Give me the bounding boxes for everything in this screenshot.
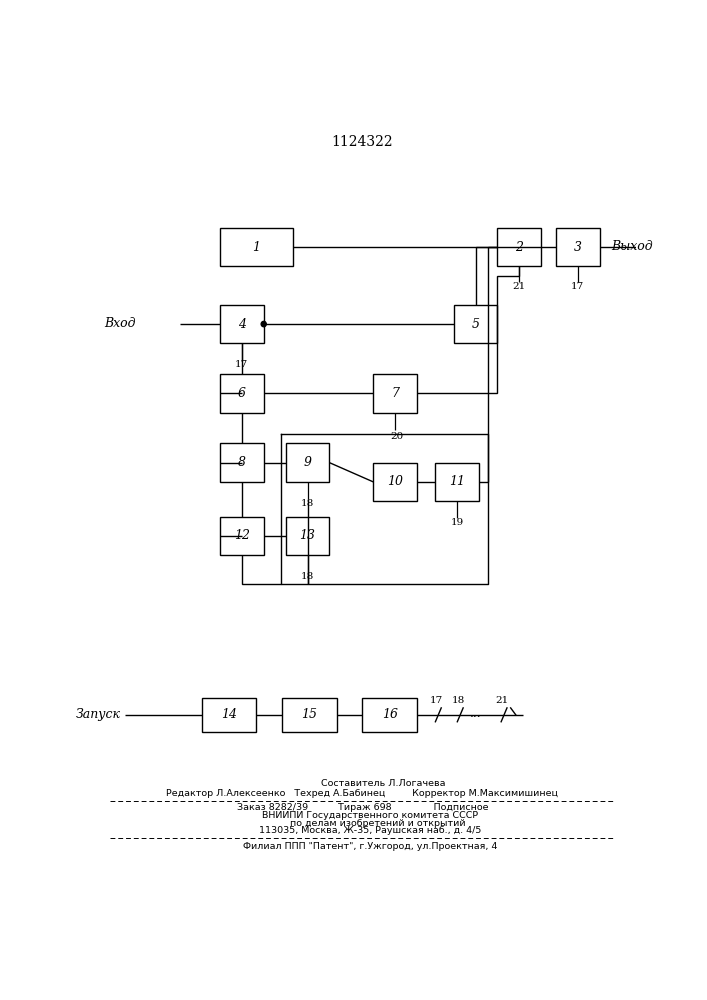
Bar	[220, 305, 264, 343]
Text: ВНИИПИ Государственного комитета СССР: ВНИИПИ Государственного комитета СССР	[247, 811, 478, 820]
Text: по делам изобретений и открытий: по делам изобретений и открытий	[259, 819, 465, 828]
Bar	[282, 698, 337, 732]
Bar	[220, 374, 264, 413]
Text: 13: 13	[300, 529, 315, 542]
Text: 1: 1	[252, 241, 260, 254]
Text: 2: 2	[515, 241, 523, 254]
Text: 17: 17	[235, 360, 248, 369]
Text: 8: 8	[238, 456, 246, 469]
Bar	[454, 305, 498, 343]
Text: 18: 18	[452, 696, 465, 705]
Text: 21: 21	[513, 282, 526, 291]
Text: 113035, Москва, Ж-35, Раушская наб., д. 4/5: 113035, Москва, Ж-35, Раушская наб., д. …	[244, 826, 481, 835]
Bar	[436, 463, 479, 501]
Text: Филиал ППП "Патент", г.Ужгород, ул.Проектная, 4: Филиал ППП "Патент", г.Ужгород, ул.Проек…	[228, 842, 497, 851]
Text: 10: 10	[387, 475, 403, 488]
Bar	[201, 698, 257, 732]
Text: 1124322: 1124322	[332, 135, 393, 149]
Text: Вход: Вход	[105, 317, 136, 330]
Text: 11: 11	[450, 475, 465, 488]
Text: Запуск: Запуск	[76, 708, 122, 721]
Text: 18: 18	[301, 499, 314, 508]
Bar	[286, 517, 329, 555]
Circle shape	[261, 321, 267, 327]
Text: 12: 12	[234, 529, 250, 542]
Text: Составитель Л.Логачева: Составитель Л.Логачева	[279, 779, 445, 788]
Text: 17: 17	[431, 696, 443, 705]
Bar	[220, 517, 264, 555]
Text: Заказ 8282/39          Тираж 698              Подписное: Заказ 8282/39 Тираж 698 Подписное	[237, 803, 488, 812]
Bar	[286, 443, 329, 482]
Bar	[373, 374, 417, 413]
Text: 9: 9	[303, 456, 312, 469]
Text: ...: ...	[469, 707, 481, 720]
Text: 20: 20	[390, 432, 403, 441]
Text: 16: 16	[382, 708, 398, 721]
Text: 17: 17	[571, 282, 585, 291]
Bar	[498, 228, 542, 266]
Text: 3: 3	[574, 241, 582, 254]
Text: 5: 5	[472, 318, 479, 331]
Bar	[220, 443, 264, 482]
Bar	[220, 228, 293, 266]
Text: Редактор Л.Алексеенко   Техред А.Бабинец         Корректор М.Максимишинец: Редактор Л.Алексеенко Техред А.Бабинец К…	[166, 789, 559, 798]
Bar	[556, 228, 600, 266]
Bar	[373, 463, 417, 501]
Text: 19: 19	[450, 518, 464, 527]
Text: Выход: Выход	[611, 240, 653, 253]
Text: 18: 18	[301, 572, 314, 581]
Text: 14: 14	[221, 708, 237, 721]
Text: 21: 21	[495, 696, 508, 705]
Text: 6: 6	[238, 387, 246, 400]
Text: 4: 4	[238, 318, 246, 331]
Bar	[363, 698, 417, 732]
Text: 7: 7	[391, 387, 399, 400]
Text: 15: 15	[301, 708, 317, 721]
